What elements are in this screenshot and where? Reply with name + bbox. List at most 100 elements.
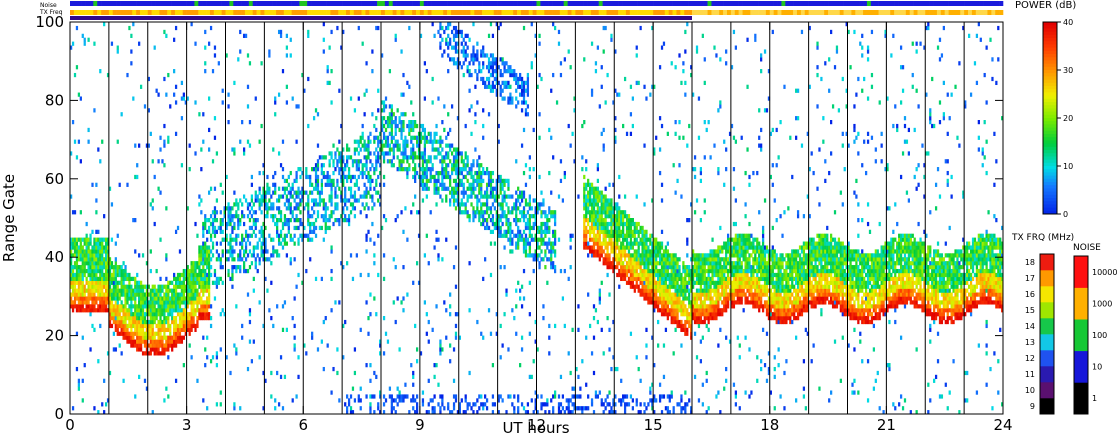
txfreq-bar-segment (241, 10, 246, 15)
heatmap-cell (340, 261, 343, 266)
heatmap-cell (429, 135, 432, 140)
heatmap-cell (441, 120, 444, 125)
heatmap-cell (301, 221, 304, 227)
heatmap-cell (101, 245, 104, 250)
heatmap-cell (363, 182, 366, 187)
heatmap-cell (515, 288, 518, 293)
heatmap-cell (347, 221, 351, 227)
heatmap-cell (367, 139, 370, 144)
heatmap-cell (359, 327, 362, 332)
heatmap-cell (120, 304, 123, 309)
heatmap-cell (126, 292, 129, 297)
heatmap-cells (70, 22, 1004, 415)
heatmap-cell (173, 335, 176, 340)
heatmap-cell (382, 351, 386, 356)
heatmap-cell (99, 241, 102, 246)
heatmap-cell (509, 210, 512, 215)
heatmap-cell (622, 225, 625, 231)
heatmap-cell (528, 206, 531, 211)
heatmap-cell (130, 308, 133, 313)
heatmap-cell (106, 245, 110, 250)
heatmap-cell (120, 112, 123, 117)
heatmap-cell (544, 214, 547, 219)
heatmap-cell (272, 237, 275, 242)
heatmap-cell (225, 174, 228, 180)
heatmap-cell (433, 190, 436, 195)
noise-bar-segment (835, 1, 841, 6)
heatmap-cell (89, 276, 92, 282)
heatmap-cell (71, 276, 75, 282)
heatmap-cell (390, 131, 393, 136)
heatmap-cell (559, 402, 563, 407)
heatmap-cell (365, 233, 368, 238)
heatmap-cell (515, 206, 518, 211)
txfreq-bar-segment (820, 10, 825, 15)
heatmap-cell (522, 25, 526, 31)
heatmap-cell (530, 214, 533, 219)
heatmap-cell (246, 237, 250, 242)
heatmap-cell (412, 167, 415, 172)
heatmap-cell (305, 174, 308, 180)
noise-bar-segment (758, 1, 763, 6)
noise-bar-segment (816, 1, 821, 6)
heatmap-cell (244, 241, 248, 246)
heatmap-cell (70, 272, 73, 278)
heatmap-cell (435, 155, 438, 160)
heatmap-cell (491, 186, 495, 191)
heatmap-cell (487, 33, 491, 38)
heatmap-cell (276, 198, 279, 203)
heatmap-cell (503, 312, 506, 317)
noise-bar-segment (136, 1, 141, 6)
heatmap-cell (398, 120, 401, 125)
txfreq-bar-segment (688, 10, 693, 15)
heatmap-cell (454, 178, 458, 184)
heatmap-cell (458, 335, 461, 340)
heatmap-cell (184, 319, 187, 325)
heatmap-cell (596, 319, 599, 325)
heatmap-cell (485, 65, 489, 70)
heatmap-cell (167, 327, 170, 332)
heatmap-cell (524, 198, 528, 203)
heatmap-cell (583, 406, 586, 411)
heatmap-cell (600, 245, 603, 250)
heatmap-cell (266, 182, 269, 187)
heatmap-cell (388, 394, 392, 399)
txfreq-bar-segment (536, 10, 541, 15)
heatmap-cell (441, 25, 444, 31)
heatmap-cell (336, 370, 339, 376)
noise-bar-segment (723, 1, 728, 6)
heatmap-cell (159, 284, 162, 289)
heatmap-cell (519, 210, 522, 215)
heatmap-cell (93, 327, 96, 332)
heatmap-cell (487, 80, 491, 86)
heatmap-cell (198, 268, 201, 274)
heatmap-cell (439, 25, 442, 31)
heatmap-cell (622, 221, 625, 227)
heatmap-cell (532, 167, 535, 172)
heatmap-cell (173, 69, 176, 74)
heatmap-cell (149, 296, 152, 301)
heatmap-cell (410, 135, 413, 140)
heatmap-cell (482, 123, 485, 129)
heatmap-cell (227, 272, 230, 278)
heatmap-cell (311, 214, 314, 219)
heatmap-cell (87, 284, 90, 289)
heatmap-cell (83, 296, 86, 301)
heatmap-cell (590, 245, 594, 250)
heatmap-cell (452, 194, 456, 199)
heatmap-cell (211, 245, 215, 250)
heatmap-cell (299, 167, 302, 172)
heatmap-cell (262, 186, 265, 191)
heatmap-cell (219, 261, 222, 266)
heatmap-cell (260, 123, 263, 129)
heatmap-cell (375, 163, 378, 168)
txfreq-bar-segment (104, 10, 110, 15)
heatmap-cell (221, 265, 224, 270)
txfreq-bar-segment (513, 10, 518, 15)
heatmap-cell (454, 182, 458, 187)
heatmap-cell (229, 253, 232, 258)
heatmap-cell (439, 182, 442, 187)
heatmap-cell (445, 167, 448, 172)
txfreq-bar-segment (112, 10, 117, 15)
heatmap-cell (421, 178, 425, 184)
